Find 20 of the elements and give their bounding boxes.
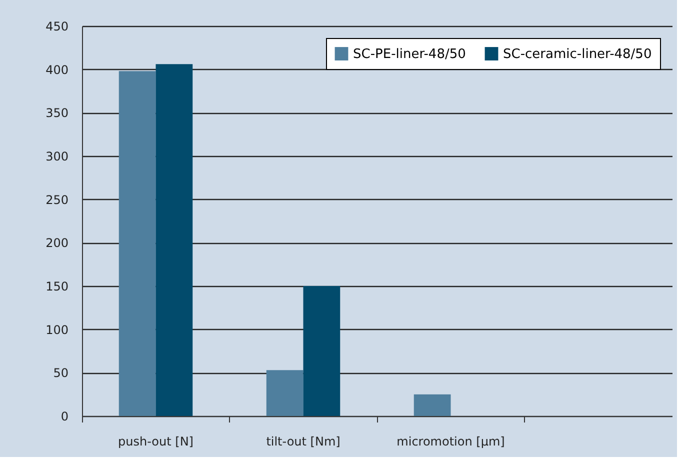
y-tick-label: 450	[46, 20, 68, 34]
bar	[156, 64, 193, 416]
y-tick-label: 350	[46, 106, 68, 120]
y-tick-label: 200	[46, 236, 68, 250]
x-tick-label: push-out [N]	[118, 434, 194, 448]
y-tick-label: 150	[46, 280, 68, 294]
bar	[414, 394, 451, 416]
bar	[266, 370, 304, 416]
bar	[303, 286, 340, 416]
y-tick-label: 50	[53, 366, 68, 380]
legend-label: SC-PE-liner-48/50	[353, 46, 466, 62]
legend-label: SC-ceramic-liner-48/50	[503, 46, 652, 62]
x-tick-label: tilt-out [Nm]	[266, 434, 340, 448]
y-tick-label: 250	[46, 192, 68, 207]
y-tick-label: 400	[46, 62, 68, 77]
bar	[118, 71, 156, 416]
y-tick-label: 100	[46, 322, 68, 337]
x-tick-label: micromotion [µm]	[396, 434, 505, 448]
y-tick-label: 0	[60, 410, 68, 424]
y-tick-label: 300	[46, 150, 68, 164]
